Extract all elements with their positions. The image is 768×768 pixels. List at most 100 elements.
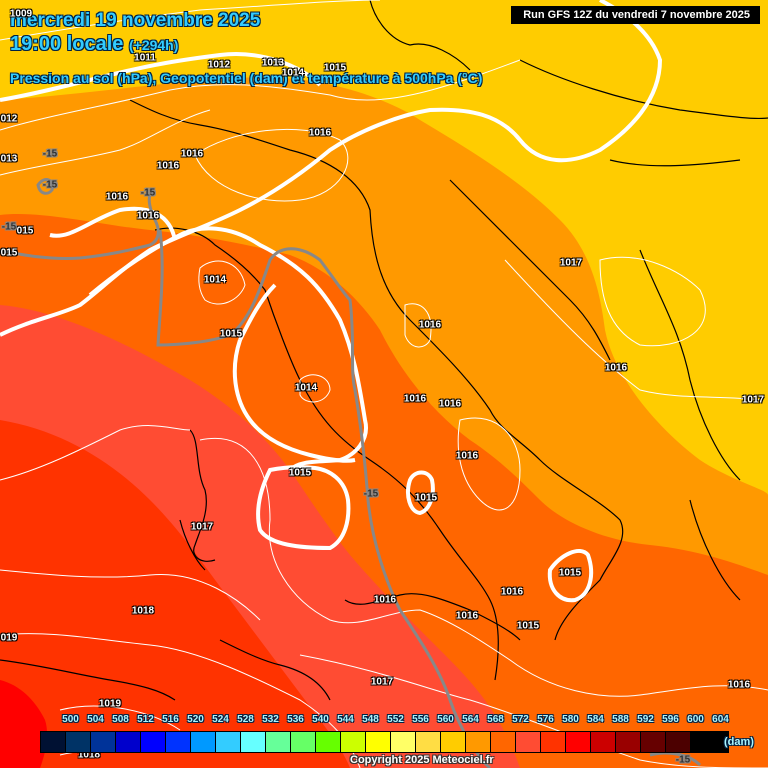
isobar-label: 1018	[131, 605, 155, 617]
legend-unit: (dam)	[724, 736, 754, 748]
isobar-label: 1019	[98, 698, 122, 710]
isobar-label: 1015	[516, 620, 540, 632]
forecast-date: mercredi 19 novembre 2025	[10, 10, 261, 31]
colorbar-legend	[40, 731, 729, 753]
legend-tick: 600	[687, 714, 704, 725]
isobar-label: 1017	[190, 521, 214, 533]
legend-tick: 588	[612, 714, 629, 725]
legend-swatch	[266, 732, 291, 752]
legend-tick: 532	[262, 714, 279, 725]
isobar-label: 1016	[500, 586, 524, 598]
isobar-label: 013	[0, 153, 18, 165]
legend-ticks: 500 504 508 512 516 520 524 528 532 536 540 544 548 5…	[58, 714, 733, 725]
chart-subtitle: Pression au sol (hPa), Geopotentiel (dam…	[10, 70, 483, 86]
legend-tick: 576	[537, 714, 554, 725]
geopotential-band-580	[0, 680, 48, 768]
isobar-label: 1017	[559, 257, 583, 269]
isotherm-label: -15	[140, 187, 156, 199]
isobar-label: 1016	[455, 610, 479, 622]
isobar-label: 012	[0, 113, 18, 125]
legend-tick: 560	[437, 714, 454, 725]
legend-swatch	[366, 732, 391, 752]
isobar-label: 015	[0, 247, 18, 259]
isobar-1015	[0, 0, 663, 603]
isobar-label: 1015	[288, 467, 312, 479]
isobar-label: 019	[0, 632, 18, 644]
forecast-local-time: 19:00 locale	[10, 33, 124, 55]
isobar-label: 1017	[370, 676, 394, 688]
isobar-label: 1016	[105, 191, 129, 203]
legend-tick: 604	[712, 714, 729, 725]
isobar-label: 1016	[403, 393, 427, 405]
isobar-label: 1015	[323, 62, 347, 74]
isobar-label: 1016	[136, 210, 160, 222]
isotherm-label: -15	[675, 754, 691, 766]
legend-tick: 544	[337, 714, 354, 725]
legend-tick: 572	[512, 714, 529, 725]
isobar-label: 1018	[77, 749, 101, 761]
isotherm-label: -15	[42, 179, 58, 191]
isobar-label: 1014	[203, 274, 227, 286]
legend-swatch	[566, 732, 591, 752]
legend-swatch	[591, 732, 616, 752]
coastlines	[0, 0, 768, 701]
legend-swatch	[341, 732, 366, 752]
isobar-label: 1015	[219, 328, 243, 340]
isobar-label: 1016	[156, 160, 180, 172]
legend-tick: 504	[87, 714, 104, 725]
isobar-label: 1009	[9, 8, 33, 20]
legend-swatch	[291, 732, 316, 752]
isobar-label: 1012	[207, 59, 231, 71]
legend-tick: 580	[562, 714, 579, 725]
legend-tick: 512	[137, 714, 154, 725]
forecast-time: 19:00 locale (+294h)	[10, 33, 178, 56]
legend-tick: 516	[162, 714, 179, 725]
legend-swatch	[491, 732, 516, 752]
isotherm-label: -15	[363, 488, 379, 500]
legend-swatch	[41, 732, 66, 752]
forecast-lead-time: (+294h)	[128, 37, 179, 53]
copyright: Copyright 2025 Meteociel.fr	[350, 754, 494, 766]
isobar-label: 1016	[455, 450, 479, 462]
legend-tick: 524	[212, 714, 229, 725]
legend-swatch	[441, 732, 466, 752]
legend-swatch	[91, 732, 116, 752]
legend-tick: 536	[287, 714, 304, 725]
legend-swatch	[616, 732, 641, 752]
isotherm-label: -15	[1, 221, 17, 233]
legend-tick: 596	[662, 714, 679, 725]
legend-swatch	[641, 732, 666, 752]
legend-swatch	[391, 732, 416, 752]
isobar-label: 1013	[261, 57, 285, 69]
isobar-label: 1016	[418, 319, 442, 331]
legend-swatch	[691, 732, 728, 752]
legend-swatch	[141, 732, 166, 752]
isobar-label: 1016	[604, 362, 628, 374]
legend-tick: 568	[487, 714, 504, 725]
legend-swatch	[66, 732, 91, 752]
isobar-label: 1016	[438, 398, 462, 410]
legend-tick: 508	[112, 714, 129, 725]
legend-tick: 500	[62, 714, 79, 725]
legend-swatch	[166, 732, 191, 752]
legend-swatch	[416, 732, 441, 752]
legend-swatch	[516, 732, 541, 752]
legend-tick: 552	[387, 714, 404, 725]
isobar-label: 1016	[180, 148, 204, 160]
isobar-label: 1015	[414, 492, 438, 504]
legend-tick: 584	[587, 714, 604, 725]
legend-swatch	[241, 732, 266, 752]
legend-tick: 528	[237, 714, 254, 725]
isobar-label: 1015	[558, 567, 582, 579]
isotherm-minus15	[0, 178, 702, 768]
legend-swatch	[541, 732, 566, 752]
legend-tick: 540	[312, 714, 329, 725]
isotherm-label: -15	[42, 148, 58, 160]
isobar-label: 1016	[727, 679, 751, 691]
legend-tick: 556	[412, 714, 429, 725]
isobar-label: 015	[16, 225, 34, 237]
isobar-label: 1017	[741, 394, 765, 406]
isobar-label: 1011	[134, 52, 156, 64]
isobar-label: 1014	[281, 67, 305, 79]
